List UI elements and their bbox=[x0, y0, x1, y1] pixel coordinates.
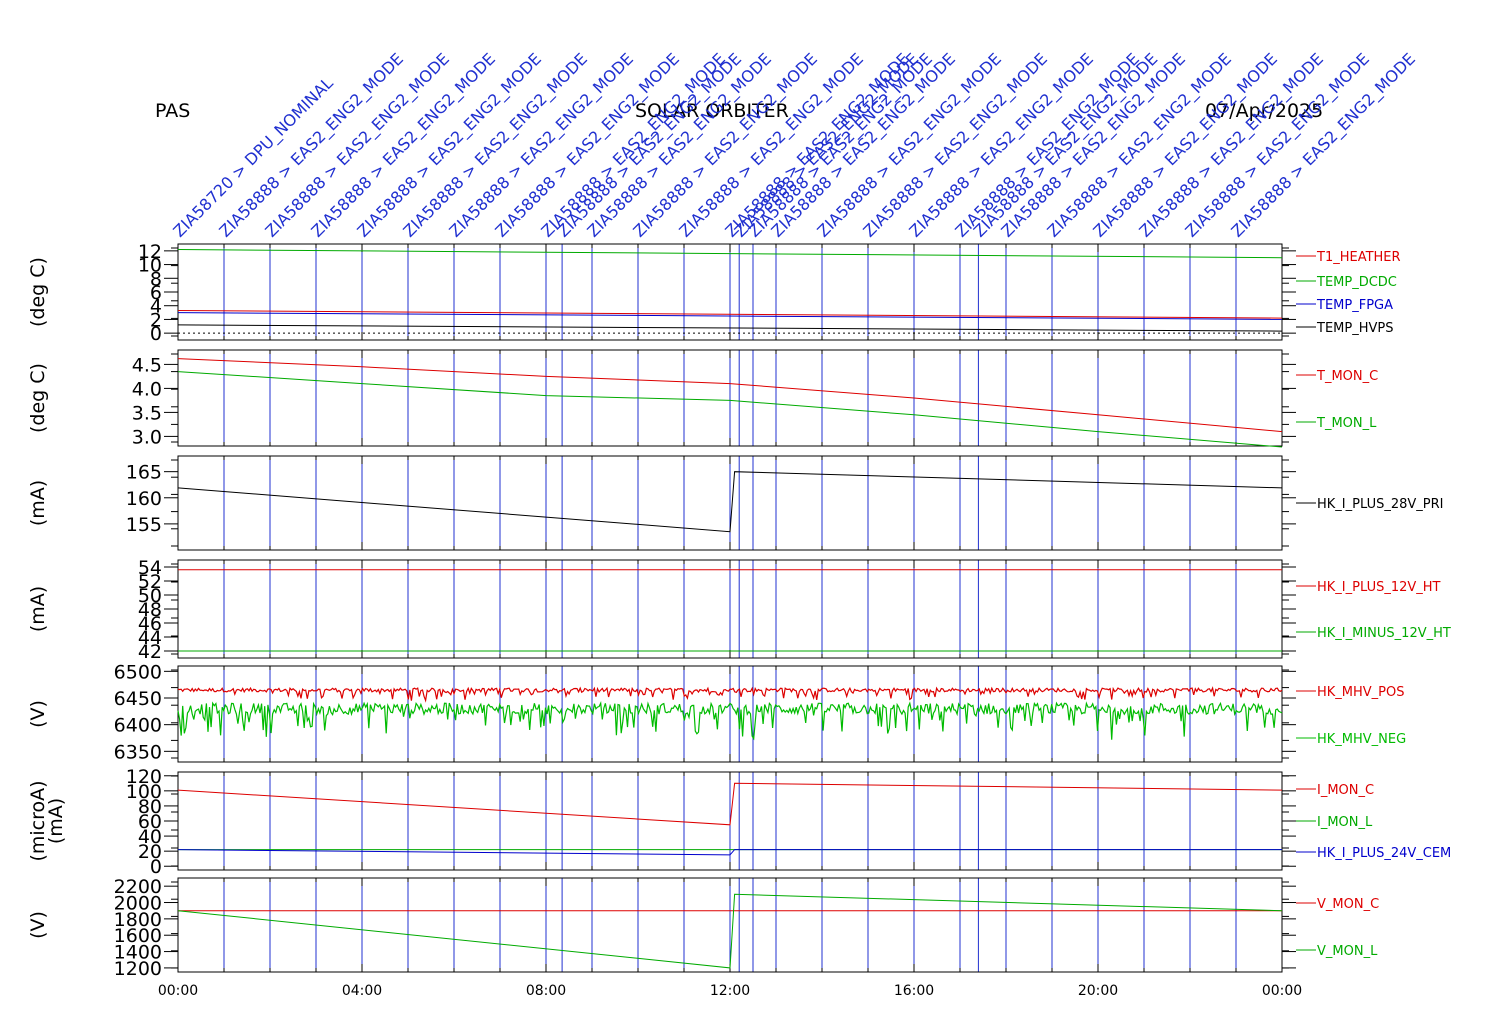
series-label: V_MON_L bbox=[1317, 944, 1378, 959]
y-tick-label: 100 bbox=[126, 781, 162, 803]
series-label: I_MON_L bbox=[1317, 815, 1373, 830]
series-line bbox=[177, 471, 1283, 533]
mission-label: SOLAR ORBITER bbox=[635, 100, 789, 122]
series-label: V_MON_C bbox=[1317, 897, 1379, 912]
series-label: HK_I_PLUS_12V_HT bbox=[1317, 580, 1441, 595]
y-axis-label: (deg C) bbox=[27, 363, 49, 433]
y-tick-label: 50 bbox=[138, 585, 162, 607]
y-tick-label: 0 bbox=[150, 323, 162, 345]
y-tick-label: 12 bbox=[138, 241, 162, 263]
x-tick-label: 00:00 bbox=[1262, 983, 1302, 999]
series-label: HK_I_MINUS_12V_HT bbox=[1317, 626, 1451, 641]
series-line bbox=[177, 358, 1283, 433]
series-line bbox=[177, 701, 1283, 741]
y-tick-label: 1200 bbox=[114, 958, 162, 980]
y-tick-label: 120 bbox=[126, 766, 162, 788]
series-label: TEMP_DCDC bbox=[1316, 275, 1397, 290]
y-axis-label: (V) bbox=[27, 911, 49, 939]
y-tick-label: 1800 bbox=[114, 909, 162, 931]
y-tick-label: 1600 bbox=[114, 925, 162, 947]
instrument-label: PAS bbox=[155, 100, 190, 122]
y-axis-label-2: (mA) bbox=[45, 798, 67, 844]
x-axis: 00:00 04:00 08:00 12:00 16:00 20:00 00:00 bbox=[158, 983, 1302, 999]
y-tick-label: 46 bbox=[138, 613, 162, 635]
series-line bbox=[177, 249, 1283, 259]
series-line bbox=[177, 782, 1283, 826]
series-line bbox=[177, 312, 1283, 320]
x-tick-label: 16:00 bbox=[894, 983, 934, 999]
series-line bbox=[177, 686, 1283, 703]
y-tick-label: 6400 bbox=[114, 715, 162, 737]
y-tick-label: 4.5 bbox=[132, 354, 162, 376]
series-label: TEMP_FPGA bbox=[1316, 298, 1393, 313]
series-label: HK_MHV_POS bbox=[1317, 685, 1405, 700]
date-label: 07/Apr/2025 bbox=[1205, 100, 1323, 122]
y-tick-label: 80 bbox=[138, 796, 162, 818]
x-tick-label: 04:00 bbox=[342, 983, 382, 999]
series-label: HK_I_PLUS_24V_CEM bbox=[1317, 846, 1451, 861]
panel-5: 6350 6400 6450 6500 (V) HK_MHV_POS HK_MHV_NEG bbox=[27, 661, 1406, 763]
y-tick-label: 6450 bbox=[114, 688, 162, 710]
y-axis-label: (mA) bbox=[27, 480, 49, 526]
x-tick-label: 12:00 bbox=[710, 983, 750, 999]
y-axis-label: (mA) bbox=[27, 586, 49, 632]
series-line bbox=[177, 371, 1283, 448]
y-tick-label: 48 bbox=[138, 599, 162, 621]
y-tick-label: 6500 bbox=[114, 661, 162, 683]
series-label: HK_MHV_NEG bbox=[1317, 732, 1406, 747]
event-marker-label: ZIA58720 > DPU_NOMINAL bbox=[169, 73, 337, 241]
y-tick-label: 2 bbox=[150, 309, 162, 331]
y-tick-label: 160 bbox=[126, 488, 162, 510]
y-tick-label: 4.0 bbox=[132, 378, 162, 400]
series-line bbox=[177, 310, 1283, 319]
y-tick-label: 20 bbox=[138, 841, 162, 863]
y-tick-label: 42 bbox=[138, 641, 162, 663]
panel-2: 3.03.54.04.5 (deg C) T_MON_C T_MON_L bbox=[27, 349, 1378, 448]
x-tick-label: 20:00 bbox=[1078, 983, 1118, 999]
y-tick-label: 155 bbox=[126, 514, 162, 536]
y-axis-label: (V) bbox=[27, 700, 49, 728]
y-tick-label: 52 bbox=[138, 571, 162, 593]
y-tick-label: 1400 bbox=[114, 942, 162, 964]
y-tick-label: 165 bbox=[126, 462, 162, 484]
y-tick-label: 10 bbox=[138, 255, 162, 277]
series-label: HK_I_PLUS_28V_PRI bbox=[1317, 497, 1443, 512]
series-line bbox=[177, 893, 1283, 969]
y-tick-label: 40 bbox=[138, 826, 162, 848]
y-tick-label: 3.0 bbox=[132, 426, 162, 448]
y-tick-label: 4 bbox=[150, 296, 162, 318]
series-label: I_MON_C bbox=[1317, 783, 1374, 798]
series-label: TEMP_HVPS bbox=[1316, 321, 1393, 336]
series-label: T_MON_C bbox=[1316, 369, 1378, 384]
series-label: T_MON_L bbox=[1316, 416, 1377, 431]
y-tick-label: 6350 bbox=[114, 741, 162, 763]
y-tick-label: 60 bbox=[138, 811, 162, 833]
y-tick-label: 0 bbox=[150, 856, 162, 878]
y-axis-label: (microA) bbox=[27, 780, 49, 861]
x-tick-label: 08:00 bbox=[526, 983, 566, 999]
y-tick-label: 54 bbox=[138, 557, 162, 579]
y-tick-label: 2000 bbox=[114, 893, 162, 915]
y-tick-label: 6 bbox=[150, 282, 162, 304]
series-line bbox=[177, 324, 1283, 332]
y-tick-label: 8 bbox=[150, 268, 162, 290]
x-tick-label: 00:00 bbox=[158, 983, 198, 999]
y-tick-label: 44 bbox=[138, 627, 162, 649]
y-axis-label: (deg C) bbox=[27, 257, 49, 327]
series-line bbox=[177, 849, 1282, 856]
y-tick-label: 3.5 bbox=[132, 402, 162, 424]
panel-3: 155 160 165 (mA) HK_I_PLUS_28V_PRI bbox=[27, 455, 1443, 551]
y-tick-label: 2200 bbox=[114, 876, 162, 898]
series-label: T1_HEATHER bbox=[1316, 250, 1401, 265]
